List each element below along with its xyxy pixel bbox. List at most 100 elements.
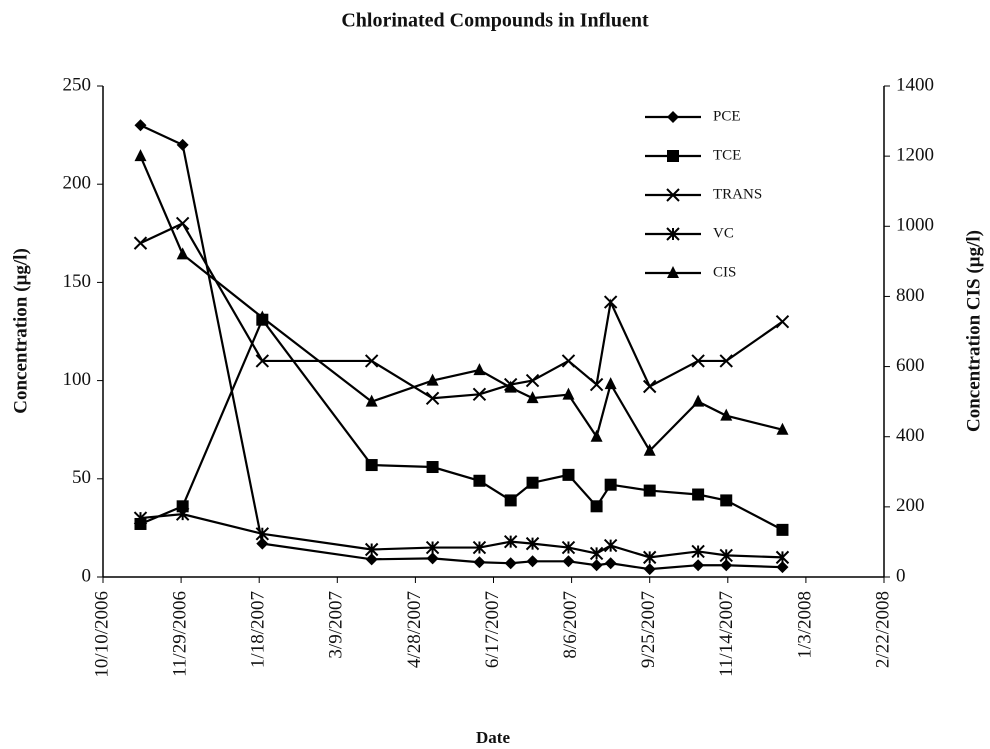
data-point [526, 391, 539, 404]
data-point [255, 527, 270, 541]
data-point [255, 354, 270, 368]
data-point [692, 559, 705, 572]
data-point [643, 443, 656, 456]
y2-tick-label: 0 [896, 565, 906, 586]
legend-label: CIS [713, 264, 736, 280]
data-point [692, 488, 705, 501]
x-tick-label: 10/10/2006 [91, 591, 112, 678]
data-point [504, 380, 517, 393]
legend-marker [667, 111, 679, 123]
data-point [426, 552, 439, 565]
y2-tick-label: 400 [896, 425, 925, 446]
legend-marker [666, 188, 680, 202]
x-tick-label: 6/17/2007 [482, 591, 503, 668]
data-point [503, 534, 518, 549]
data-point [176, 247, 189, 260]
data-point [691, 354, 705, 368]
data-point [775, 550, 790, 565]
data-point [504, 557, 517, 570]
data-point [561, 354, 576, 368]
data-point [364, 542, 379, 557]
data-point [256, 310, 269, 323]
x-tick-label: 8/6/2007 [560, 591, 581, 659]
data-point [590, 429, 603, 442]
data-point [176, 138, 189, 151]
x-tick-label: 9/25/2007 [638, 591, 659, 668]
data-point [590, 500, 603, 513]
data-point [643, 484, 656, 497]
data-point [642, 550, 657, 565]
y2-axis-title: Concentration CIS (µg/l) [963, 230, 984, 432]
x-tick-label: 11/29/2006 [169, 591, 190, 677]
y-axis-title: Concentration (µg/l) [10, 248, 31, 414]
x-tick-label: 2/22/2008 [872, 591, 893, 668]
x-tick-label: 1/3/2008 [794, 591, 815, 659]
data-point [133, 236, 148, 250]
data-point [134, 149, 147, 162]
y2-tick-label: 200 [896, 495, 925, 516]
data-point [504, 494, 517, 507]
data-point [426, 373, 439, 386]
data-point [525, 536, 540, 551]
data-point [526, 476, 539, 489]
data-point [562, 555, 575, 568]
data-point [642, 379, 657, 394]
series-line [140, 317, 783, 531]
data-point [473, 363, 486, 376]
data-point [776, 422, 789, 435]
data-point [692, 394, 705, 407]
data-point [256, 537, 269, 550]
data-point [776, 523, 789, 536]
data-point [590, 559, 603, 572]
data-point [643, 563, 656, 576]
data-point [691, 544, 705, 559]
series-line [140, 124, 783, 571]
data-point [775, 314, 790, 329]
data-point [776, 561, 789, 574]
data-point [720, 494, 733, 507]
data-point [365, 394, 378, 407]
data-point [720, 408, 733, 421]
series-line [140, 513, 783, 559]
data-point [473, 474, 486, 487]
data-point [134, 119, 147, 132]
data-point [426, 461, 439, 474]
y2-tick-label: 600 [896, 355, 925, 376]
chart-title: Chlorinated Compounds in Influent [341, 10, 649, 32]
data-point [425, 540, 440, 555]
data-point [133, 511, 148, 525]
data-point [175, 216, 190, 231]
y2-tick-label: 1200 [896, 145, 934, 166]
series-line [140, 222, 784, 400]
legend-marker [667, 266, 679, 278]
data-point [603, 538, 618, 553]
data-point [562, 387, 575, 400]
data-point [472, 540, 487, 555]
data-point [472, 387, 487, 402]
data-point [589, 546, 604, 561]
data-point [425, 391, 440, 405]
y-tick-label: 50 [72, 467, 91, 488]
y-tick-label: 250 [63, 74, 92, 95]
x-axis-title: Date [476, 728, 510, 747]
data-point [719, 354, 733, 368]
y-tick-label: 0 [82, 565, 92, 586]
x-tick-label: 1/18/2007 [248, 591, 269, 668]
data-point [525, 373, 540, 388]
x-tick-label: 3/9/2007 [326, 591, 347, 659]
data-point [719, 548, 733, 563]
data-point [562, 468, 575, 481]
legend-label: TRANS [713, 186, 762, 202]
data-point [473, 556, 486, 569]
legend-marker [667, 150, 679, 162]
legend-marker [666, 227, 680, 241]
y2-tick-label: 1000 [896, 215, 934, 236]
legend-label: PCE [713, 108, 741, 124]
data-point [604, 557, 617, 570]
data-point [603, 295, 618, 309]
data-point [365, 459, 378, 472]
y2-tick-label: 1400 [896, 74, 934, 95]
data-point [604, 478, 617, 491]
legend-label: VC [713, 225, 734, 241]
